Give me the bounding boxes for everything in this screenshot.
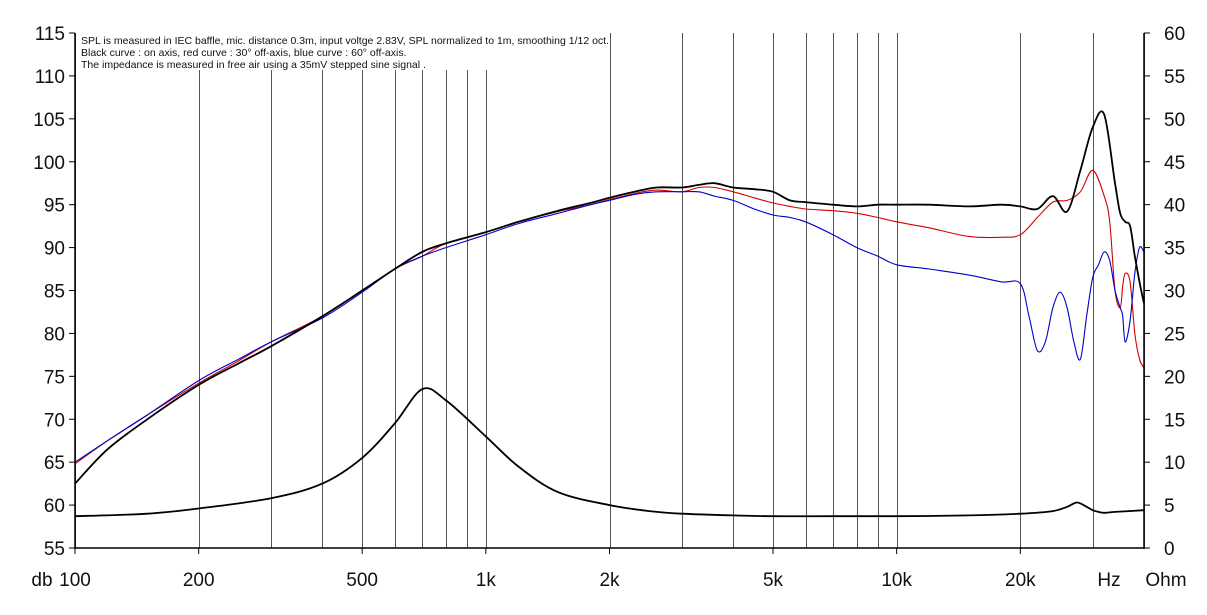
right-tick-label-60: 60 [1164, 24, 1185, 45]
right-tick-label-50: 50 [1164, 110, 1185, 131]
right-tick-label-55: 55 [1164, 67, 1185, 88]
right-tick-label-45: 45 [1164, 153, 1185, 174]
left-tick-label-60: 60 [44, 496, 65, 517]
left-tick-label-100: 100 [33, 153, 65, 174]
note-line-1: SPL is measured in IEC baffle, mic. dist… [81, 35, 609, 47]
right-unit-label: Ohm [1145, 570, 1186, 591]
right-tick-label-5: 5 [1164, 496, 1175, 517]
left-tick-label-105: 105 [33, 110, 65, 131]
left-tick-label-115: 115 [35, 24, 65, 45]
right-tick-label-25: 25 [1164, 324, 1185, 345]
notes-box [77, 33, 609, 70]
right-tick-label-20: 20 [1164, 367, 1185, 388]
x-tick-label-100: 100 [59, 570, 91, 591]
left-tick-label-70: 70 [44, 410, 65, 431]
tick-labels: 55 60 65 70 75 80 85 90 95 100 105 110 115 0 5 10 15 20 25… [33, 24, 1185, 591]
x-tick-label-10k: 10k [881, 570, 912, 591]
left-tick-label-75: 75 [44, 367, 65, 388]
x-unit-label: Hz [1097, 570, 1120, 591]
x-tick-label-500: 500 [346, 570, 378, 591]
x-tick-label-20k: 20k [1005, 570, 1036, 591]
left-tick-label-65: 65 [44, 453, 65, 474]
right-tick-label-15: 15 [1164, 410, 1185, 431]
left-unit-label: db [31, 570, 52, 591]
note-line-3: The impedance is measured in free air us… [81, 59, 426, 71]
x-tick-label-5k: 5k [763, 570, 784, 591]
impedance-curve [74, 387, 1145, 518]
x-tick-label-200: 200 [183, 570, 215, 591]
left-tick-label-80: 80 [44, 324, 65, 345]
left-tick-label-95: 95 [44, 196, 65, 217]
right-tick-label-40: 40 [1164, 196, 1185, 217]
right-tick-label-0: 0 [1164, 539, 1175, 560]
x-tick-label-1k: 1k [476, 570, 497, 591]
spl-60deg-curve [74, 190, 1145, 463]
left-tick-label-55: 55 [44, 539, 65, 560]
x-tick-label-2k: 2k [599, 570, 620, 591]
left-tick-label-85: 85 [44, 282, 65, 303]
curves [74, 110, 1145, 518]
spl-on-axis-curve [74, 110, 1145, 485]
right-tick-label-35: 35 [1164, 239, 1185, 260]
right-tick-label-30: 30 [1164, 282, 1185, 303]
left-tick-label-110: 110 [35, 67, 65, 88]
note-line-2: Black curve : on axis, red curve : 30° o… [81, 47, 407, 59]
left-tick-label-90: 90 [44, 239, 65, 260]
right-tick-label-10: 10 [1164, 453, 1185, 474]
axes [69, 32, 1150, 554]
